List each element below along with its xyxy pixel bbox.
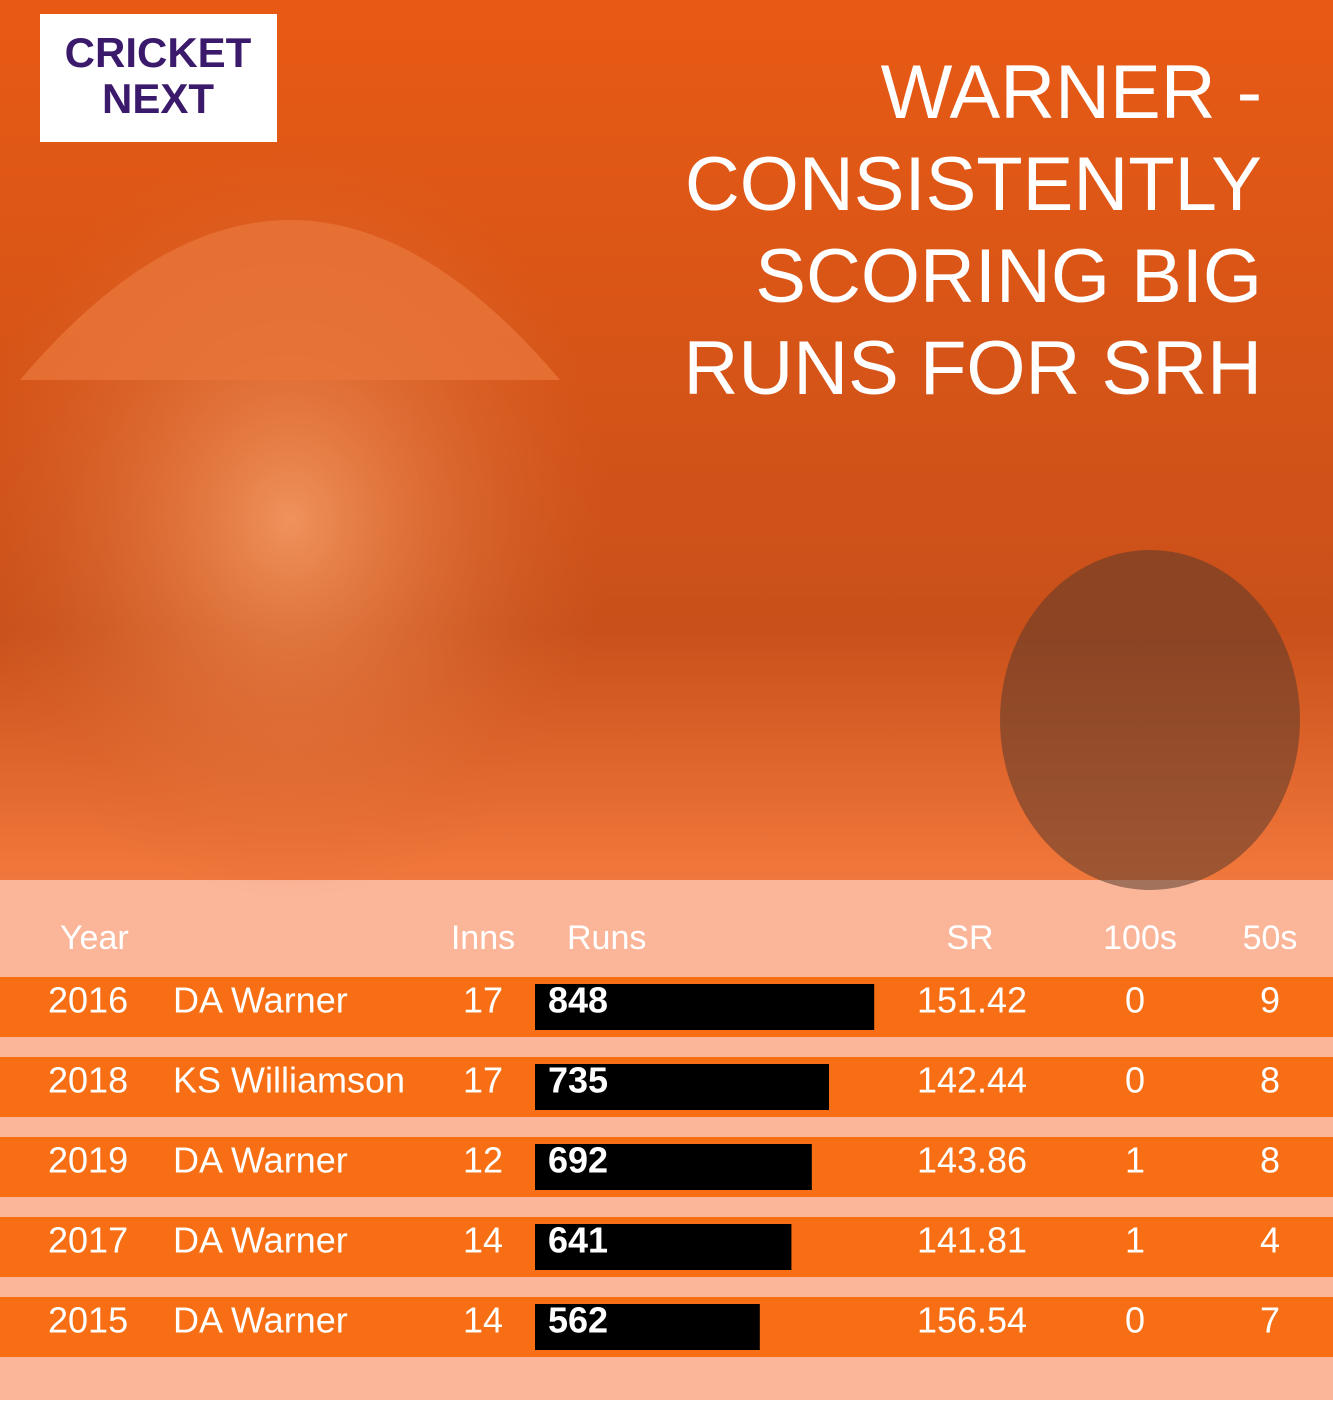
title-line: WARNER - bbox=[881, 50, 1262, 135]
player: KS Williamson bbox=[173, 1060, 405, 1101]
column-header: 50s bbox=[1243, 919, 1298, 957]
strike-rate: 156.54 bbox=[917, 1300, 1027, 1341]
fifties: 4 bbox=[1260, 1220, 1280, 1261]
logo-text: NEXT bbox=[102, 75, 214, 122]
inns: 14 bbox=[463, 1220, 503, 1261]
player: DA Warner bbox=[173, 1220, 348, 1261]
player: DA Warner bbox=[173, 980, 348, 1021]
year: 2015 bbox=[48, 1300, 128, 1341]
title-line: RUNS FOR SRH bbox=[684, 326, 1262, 411]
runs: 641 bbox=[548, 1220, 608, 1261]
strike-rate: 141.81 bbox=[917, 1220, 1027, 1261]
strike-rate: 142.44 bbox=[917, 1060, 1027, 1101]
player: DA Warner bbox=[173, 1300, 348, 1341]
runs: 735 bbox=[548, 1060, 608, 1101]
strike-rate: 143.86 bbox=[917, 1140, 1027, 1181]
player-photo-small bbox=[1000, 550, 1300, 890]
runs-bar bbox=[535, 1304, 760, 1350]
runs-bar bbox=[535, 1144, 812, 1190]
hundreds: 0 bbox=[1125, 1300, 1145, 1341]
inns: 12 bbox=[463, 1140, 503, 1181]
runs-bar bbox=[535, 1064, 829, 1110]
column-header: SR bbox=[946, 919, 993, 957]
runs-bar bbox=[535, 984, 875, 1030]
hundreds: 1 bbox=[1125, 1140, 1145, 1181]
year: 2019 bbox=[48, 1140, 128, 1181]
fifties: 9 bbox=[1260, 980, 1280, 1021]
fifties: 7 bbox=[1260, 1300, 1280, 1341]
hundreds: 0 bbox=[1125, 1060, 1145, 1101]
year: 2018 bbox=[48, 1060, 128, 1101]
player: DA Warner bbox=[173, 1140, 348, 1181]
runs: 848 bbox=[548, 980, 608, 1021]
title-line: SCORING BIG bbox=[755, 234, 1262, 319]
logo-text: CRICKET bbox=[65, 29, 252, 76]
runs-bar bbox=[535, 1224, 792, 1270]
helmet bbox=[20, 220, 560, 380]
fifties: 8 bbox=[1260, 1140, 1280, 1181]
hundreds: 0 bbox=[1125, 980, 1145, 1021]
year: 2017 bbox=[48, 1220, 128, 1261]
column-header: Runs bbox=[567, 919, 646, 957]
inns: 17 bbox=[463, 1060, 503, 1101]
inns: 14 bbox=[463, 1300, 503, 1341]
hundreds: 1 bbox=[1125, 1220, 1145, 1261]
inns: 17 bbox=[463, 980, 503, 1021]
runs: 562 bbox=[548, 1300, 608, 1341]
runs: 692 bbox=[548, 1140, 608, 1181]
column-header: Inns bbox=[451, 919, 515, 957]
strike-rate: 151.42 bbox=[917, 980, 1027, 1021]
column-header: 100s bbox=[1103, 919, 1177, 957]
column-header: Year bbox=[60, 919, 129, 957]
year: 2016 bbox=[48, 980, 128, 1021]
logo-box bbox=[40, 14, 277, 142]
title-line: CONSISTENTLY bbox=[685, 142, 1262, 227]
fifties: 8 bbox=[1260, 1060, 1280, 1101]
